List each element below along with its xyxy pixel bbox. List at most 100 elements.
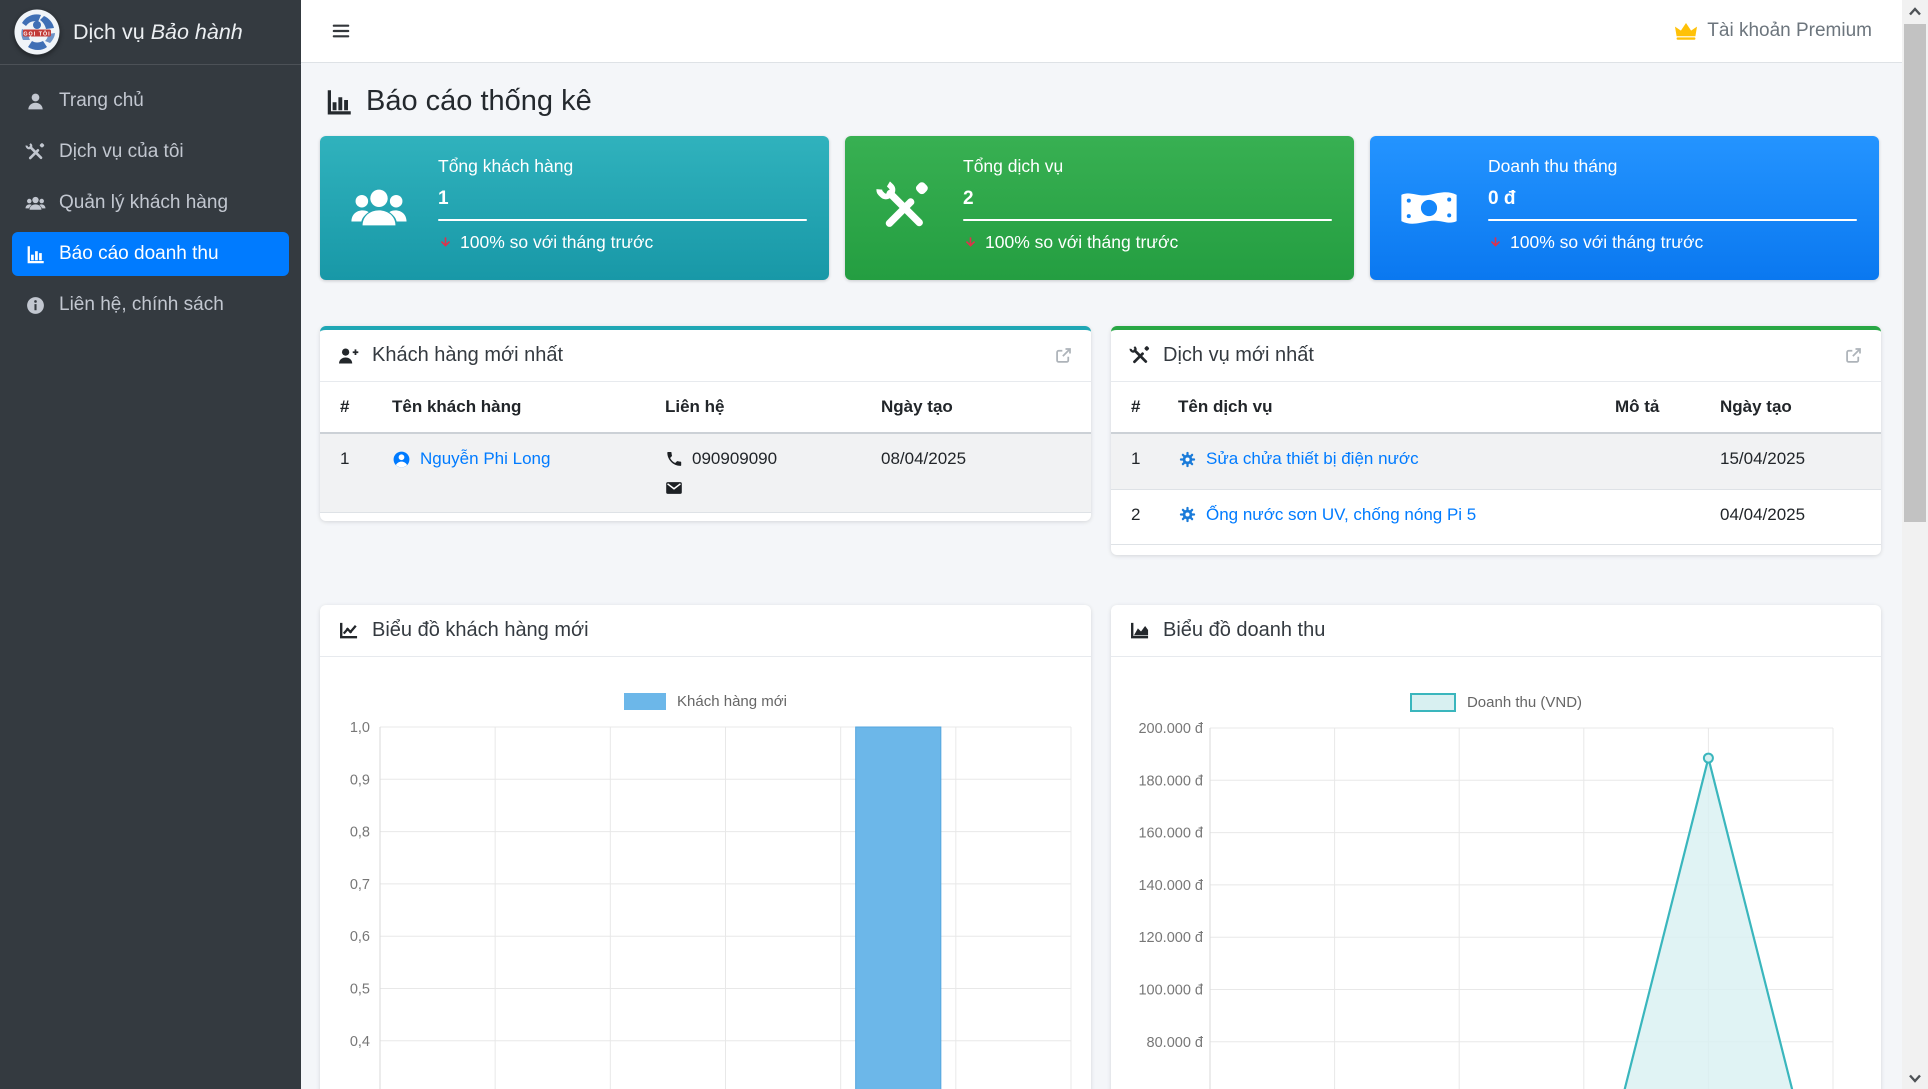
brand-title: Dịch vụ Bảo hành <box>73 19 243 44</box>
column-header: Mô tả <box>1603 382 1708 434</box>
card-header: Khách hàng mới nhất <box>320 330 1091 382</box>
column-header: Tên dịch vụ <box>1166 382 1603 434</box>
external-link-icon[interactable] <box>1054 346 1073 365</box>
premium-account-label: Tài khoản Premium <box>1707 20 1872 41</box>
svg-text:0,6: 0,6 <box>350 929 370 945</box>
stat-card-total-customers: Tổng khách hàng 1 100% so với tháng trướ… <box>320 136 829 280</box>
row-description <box>1603 433 1708 490</box>
stat-card-total-services: Tổng dịch vụ 2 100% so với tháng trước <box>845 136 1354 280</box>
service-link[interactable]: Ống nước sơn UV, chống nóng Pi 5 <box>1178 505 1476 525</box>
charts-row: Biểu đồ khách hàng mới Khách hàng mới 1,… <box>320 605 1904 1089</box>
sidebar-toggle-icon[interactable] <box>330 20 352 42</box>
svg-text:0,8: 0,8 <box>350 825 370 841</box>
tools-icon <box>875 179 933 237</box>
row-date: 08/04/2025 <box>869 433 1091 513</box>
sidebar-item-revenue-report[interactable]: Báo cáo doanh thu <box>12 232 289 276</box>
sidebar-item-label: Quản lý khách hàng <box>59 192 229 213</box>
table-row: 2 Ống nước sơn UV, chống nóng Pi 5 04/04… <box>1111 489 1881 545</box>
chevron-up-icon <box>1909 7 1921 16</box>
sidebar: GỌI TÔI Dịch vụ Bảo hành Trang chủ Dịch … <box>0 0 301 1089</box>
svg-text:140.000 đ: 140.000 đ <box>1138 878 1203 894</box>
svg-text:0,9: 0,9 <box>350 772 370 788</box>
stat-delta: 100% so với tháng trước <box>438 232 807 253</box>
chart-area-icon <box>1129 620 1151 642</box>
brand-link[interactable]: GỌI TÔI Dịch vụ Bảo hành <box>0 0 301 65</box>
svg-text:180.000 đ: 180.000 đ <box>1138 773 1203 789</box>
scroll-down-button[interactable] <box>1902 1067 1928 1089</box>
content: Báo cáo thống kê Tổng khách hàng 1 100% … <box>301 63 1928 1089</box>
gear-icon <box>1178 450 1197 469</box>
arrow-down-icon <box>438 234 453 252</box>
premium-account-link[interactable]: Tài khoản Premium <box>1674 20 1872 42</box>
column-header: Ngày tạo <box>1708 382 1881 434</box>
user-plus-icon <box>338 345 360 367</box>
chart-bar-icon <box>324 87 354 117</box>
revenue-chart-card: Biểu đồ doanh thu Doanh thu (VND) 200.00… <box>1111 605 1881 1089</box>
svg-text:80.000 đ: 80.000 đ <box>1147 1035 1204 1051</box>
user-circle-icon <box>392 450 411 469</box>
card-title: Biểu đồ doanh thu <box>1163 619 1326 641</box>
legend-swatch <box>1409 693 1456 712</box>
legend-label: Doanh thu (VND) <box>1466 694 1583 711</box>
users-icon <box>25 193 46 214</box>
new-customers-chart-card: Biểu đồ khách hàng mới Khách hàng mới 1,… <box>320 605 1091 1089</box>
row-date: 15/04/2025 <box>1708 433 1881 490</box>
service-link[interactable]: Sửa chửa thiết bị điện nước <box>1178 449 1419 469</box>
legend-label: Khách hàng mới <box>677 693 787 710</box>
brand-subtitle: Bảo hành <box>150 19 243 44</box>
card-header: Biểu đồ doanh thu <box>1111 605 1881 657</box>
customers-table: # Tên khách hàng Liên hệ Ngày tạo 1 <box>320 382 1091 513</box>
svg-text:100.000 đ: 100.000 đ <box>1138 983 1203 999</box>
sidebar-item-customer-management[interactable]: Quản lý khách hàng <box>12 181 289 225</box>
tables-row: Khách hàng mới nhất # Tên khách hàng Liê… <box>320 326 1904 555</box>
tools-icon <box>25 142 46 163</box>
chart-legend[interactable]: Khách hàng mới <box>336 693 1075 710</box>
stat-delta: 100% so với tháng trước <box>1488 232 1857 253</box>
scrollbar-thumb[interactable] <box>1904 24 1926 522</box>
phone-line: 090909090 <box>665 449 857 469</box>
stat-value: 0 đ <box>1488 188 1516 209</box>
chart-body: Khách hàng mới 1,0 0,9 0,8 0,7 0,6 0,5 0,4 <box>320 693 1091 1089</box>
sidebar-item-label: Báo cáo doanh thu <box>59 243 219 264</box>
services-table: # Tên dịch vụ Mô tả Ngày tạo 1 <box>1111 382 1881 545</box>
topbar: Tài khoản Premium <box>301 0 1928 63</box>
card-title: Dịch vụ mới nhất <box>1163 344 1314 366</box>
tools-icon <box>1129 345 1151 367</box>
sidebar-item-contact-policy[interactable]: Liên hệ, chính sách <box>12 283 289 327</box>
chart-body: Doanh thu (VND) 200.000 đ 180.000 đ 160.00… <box>1111 693 1881 1089</box>
envelope-icon <box>665 479 683 497</box>
column-header: Tên khách hàng <box>380 382 653 434</box>
chart-bar-icon <box>25 244 46 265</box>
arrow-down-icon <box>1488 234 1503 252</box>
svg-text:200.000 đ: 200.000 đ <box>1138 721 1203 737</box>
row-index: 1 <box>320 433 380 513</box>
sidebar-item-my-services[interactable]: Dịch vụ của tôi <box>12 130 289 174</box>
card-title: Biểu đồ khách hàng mới <box>372 619 589 641</box>
customer-link[interactable]: Nguyễn Phi Long <box>392 449 550 469</box>
divider <box>963 219 1332 221</box>
main-area: Tài khoản Premium Báo cáo thống kê Tổng … <box>301 0 1928 1089</box>
table-row: 1 Nguyễn Phi Long <box>320 433 1091 513</box>
revenue-area-chart: 200.000 đ 180.000 đ 160.000 đ 140.000 đ 120.… <box>1138 721 1834 1089</box>
stat-value: 2 <box>963 188 974 209</box>
page-title: Báo cáo thống kê <box>324 85 1904 118</box>
scroll-up-button[interactable] <box>1902 0 1928 22</box>
table-row: 1 Sửa chửa thiết bị điện nước 15/04/2025 <box>1111 433 1881 490</box>
chart-legend[interactable]: Doanh thu (VND) <box>1127 693 1865 712</box>
row-date: 04/04/2025 <box>1708 489 1881 545</box>
phone-icon <box>665 450 683 468</box>
vertical-scrollbar[interactable] <box>1902 0 1928 1089</box>
sidebar-item-home[interactable]: Trang chủ <box>12 79 289 123</box>
external-link-icon[interactable] <box>1844 346 1863 365</box>
svg-text:160.000 đ: 160.000 đ <box>1138 826 1203 842</box>
sidebar-item-label: Trang chủ <box>59 90 144 111</box>
column-header: Ngày tạo <box>869 382 1091 434</box>
svg-text:0,5: 0,5 <box>350 982 370 998</box>
column-header: # <box>1111 382 1166 434</box>
app-logo-icon: GỌI TÔI <box>14 9 60 55</box>
stats-row: Tổng khách hàng 1 100% so với tháng trướ… <box>320 136 1904 280</box>
sidebar-item-label: Liên hệ, chính sách <box>59 294 224 315</box>
money-icon <box>1397 185 1461 231</box>
stat-card-monthly-revenue: Doanh thu tháng 0 đ 100% so với tháng tr… <box>1370 136 1879 280</box>
